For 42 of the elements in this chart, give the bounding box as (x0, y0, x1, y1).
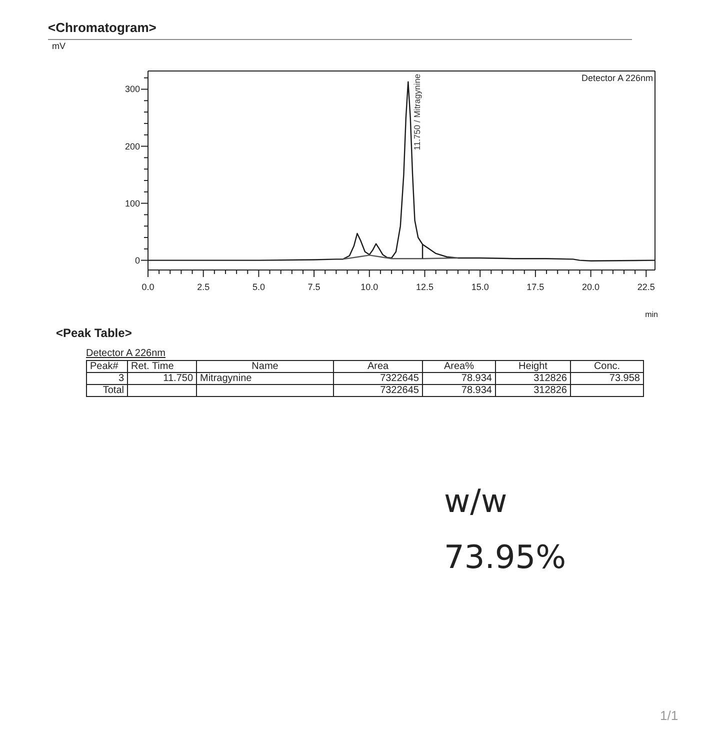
text: Mitragynine (196, 372, 334, 384)
annotation: 11.750 / Mitragynine (412, 74, 422, 150)
x-tick-label: 22.5 (637, 282, 655, 292)
x-tick-label: 15.0 (471, 282, 489, 292)
text: 7322645 (334, 384, 422, 396)
x-tick-label: 12.5 (416, 282, 434, 292)
text: Ret. Time (128, 360, 196, 372)
text: 73.958 (570, 372, 644, 384)
x-tick-label: 7.5 (308, 282, 320, 292)
text: 11.750 (128, 372, 196, 384)
x-tick-label: 5.0 (252, 282, 265, 292)
y-tick-label: 300 (124, 84, 140, 94)
text: 312826 (496, 372, 570, 384)
chart-title: <Chromatogram> (48, 20, 156, 35)
x-tick-label: 20.0 (582, 282, 600, 292)
text: mV (52, 41, 66, 51)
text: 78.934 (422, 372, 496, 384)
text: 312826 (496, 384, 570, 396)
text: Peak# (86, 360, 128, 372)
text: Detector A 226nm (86, 348, 166, 359)
y-tick-label: 100 (124, 198, 140, 208)
x-tick-label: 2.5 (197, 282, 210, 292)
text: 3 (86, 372, 128, 384)
x-tick-label: 10.0 (360, 282, 378, 292)
x-axis-title: min (645, 310, 658, 319)
x-tick-label: 17.5 (526, 282, 544, 292)
text: Area (334, 360, 422, 372)
text: 7322645 (334, 372, 422, 384)
annotation: Detector A 226nm (581, 73, 653, 83)
text: Height (496, 360, 570, 372)
text: w/w (444, 482, 508, 520)
text: 78.934 (422, 384, 496, 396)
text: <Peak Table> (56, 326, 132, 340)
text: Total (86, 384, 128, 396)
x-tick-label: 0.0 (142, 282, 154, 292)
y-tick-label: 0 (134, 255, 140, 266)
text: Conc. (570, 360, 644, 372)
text: Name (196, 360, 334, 372)
text: 73.95% (444, 538, 566, 576)
text: Area% (422, 360, 496, 372)
text: 1/1 (660, 708, 678, 723)
y-tick-label: 200 (124, 141, 140, 152)
